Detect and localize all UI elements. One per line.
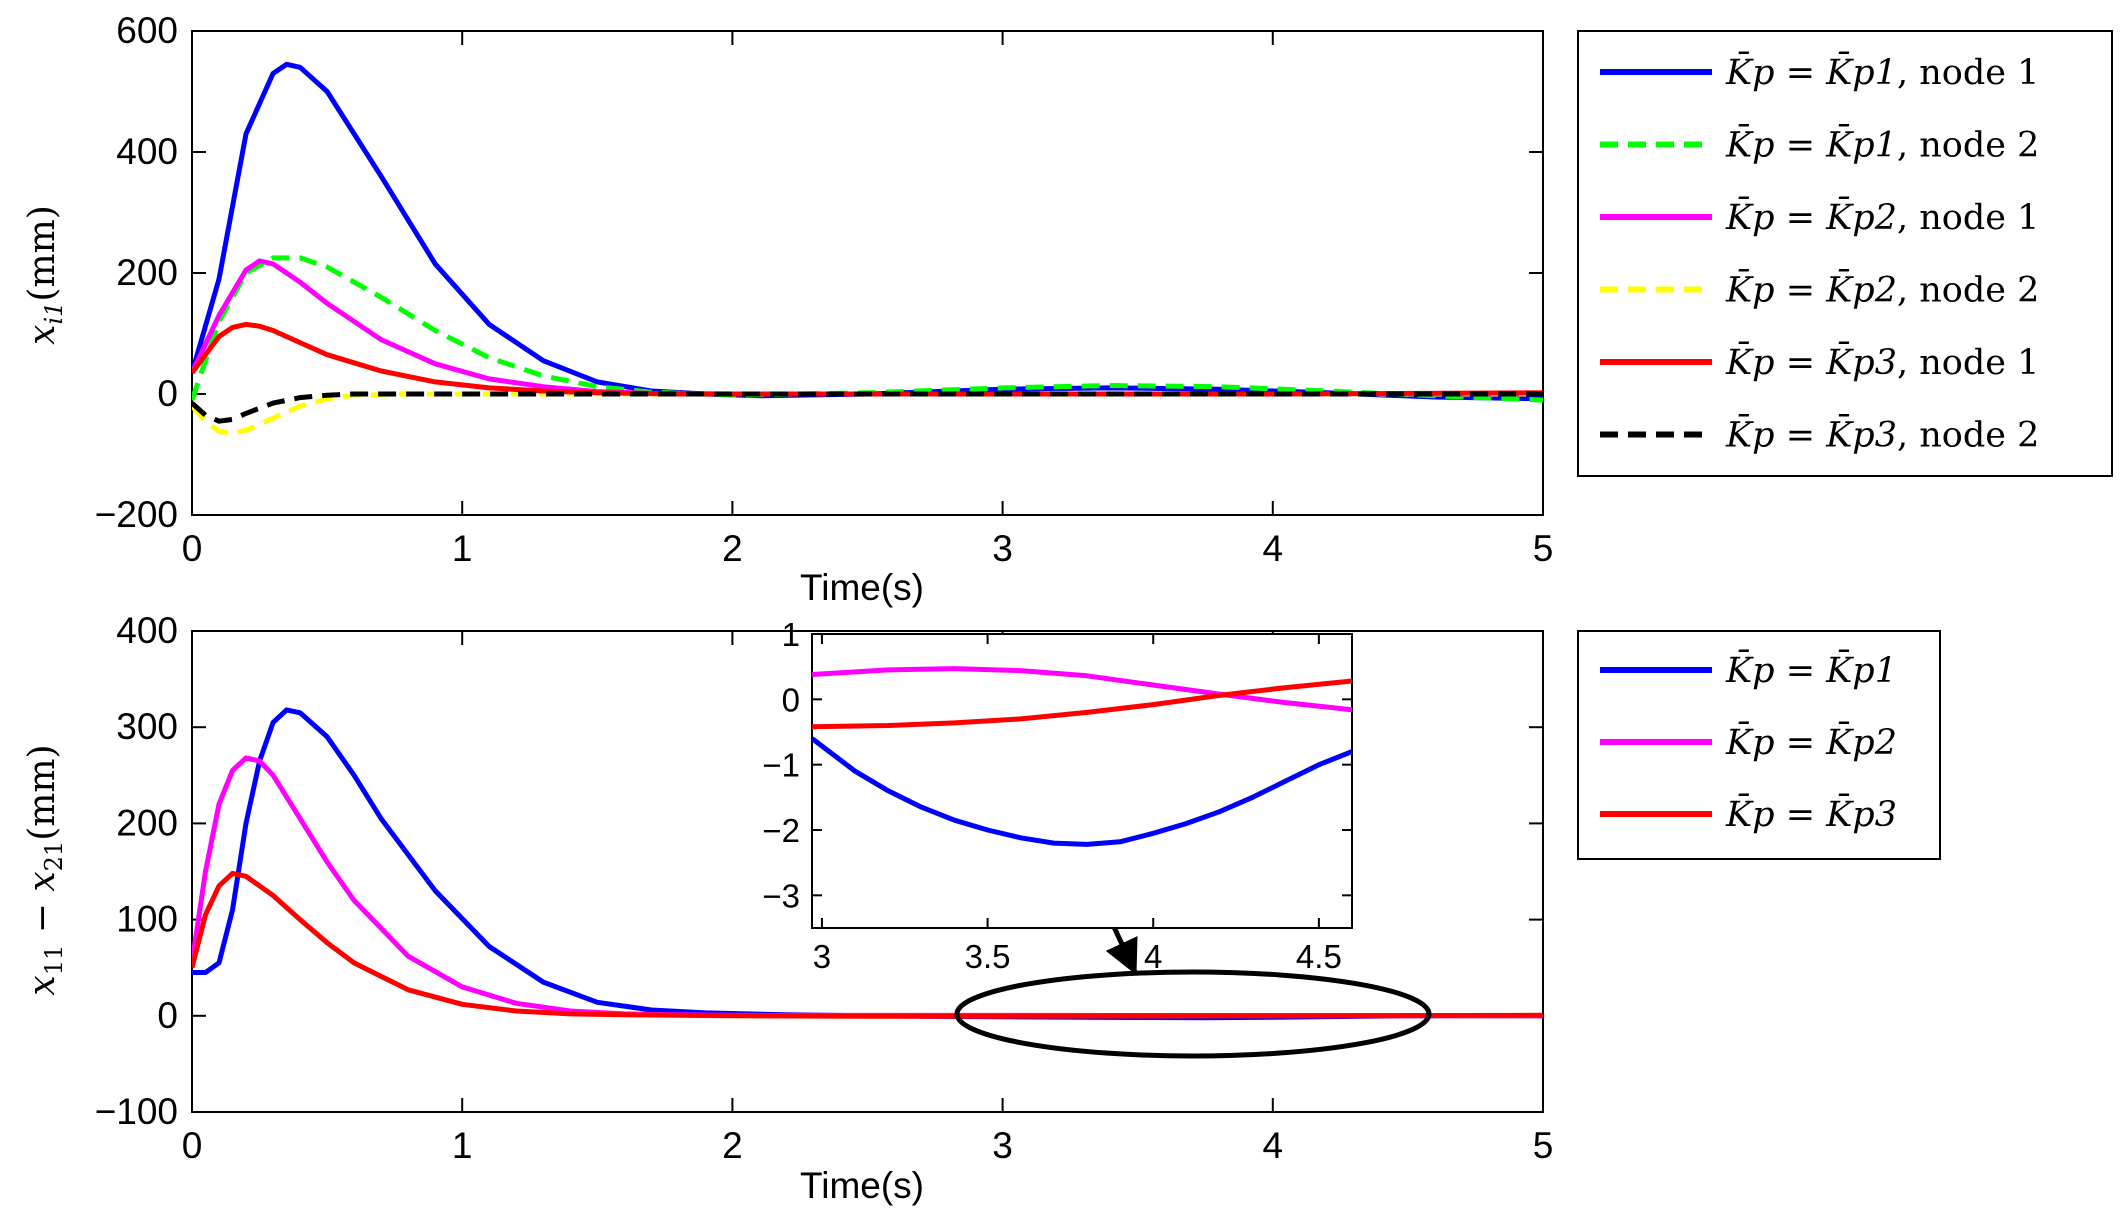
- bottom-series-line-3: [192, 870, 1543, 1019]
- bottom-y-axis-label: x11 − x21(mm): [22, 744, 68, 995]
- inset-y-tick-label: 0: [782, 681, 800, 718]
- top-x-tick-label: 1: [452, 528, 473, 569]
- bottom-x-tick-label: 5: [1533, 1125, 1554, 1166]
- top-y-axis-label: xi1(mm): [22, 205, 68, 345]
- bottom-legend-label: K̄p = K̄p1: [1725, 649, 1897, 691]
- inset-y-tick-label: 1: [782, 616, 800, 653]
- bottom-x-tick-label: 4: [1263, 1125, 1284, 1166]
- inset-x-tick-label: 4.5: [1296, 938, 1342, 975]
- top-legend: K̄p = K̄p1, node 1 K̄p = K̄p1, node 2 K̄p …: [1577, 30, 2113, 477]
- top-legend-label: K̄p = K̄p3, node 2: [1725, 413, 2039, 455]
- zoom-region-ellipse: [954, 969, 1432, 1059]
- top-x-tick-label: 3: [992, 528, 1013, 569]
- top-y-tick-label: 600: [116, 10, 178, 51]
- bottom-legend-entry: K̄p = K̄p2: [1600, 721, 1897, 763]
- bottom-legend-label: K̄p = K̄p2: [1725, 721, 1897, 763]
- bottom-x-tick-label: 3: [992, 1125, 1013, 1166]
- bottom-y-tick-label: 0: [157, 995, 178, 1036]
- top-y-tick-label: 0: [157, 373, 178, 414]
- inset-series-line-2: [812, 666, 1352, 713]
- top-legend-entry: K̄p = K̄p3, node 1: [1600, 341, 2039, 383]
- top-legend-entry: K̄p = K̄p2, node 2: [1600, 268, 2039, 311]
- bottom-x-tick-label: 2: [722, 1125, 743, 1166]
- inset-x-tick-label: 3.5: [965, 938, 1011, 975]
- top-legend-label: K̄p = K̄p3, node 1: [1725, 341, 2039, 383]
- bottom-y-tick-label: 100: [116, 899, 178, 940]
- top-legend-label: K̄p = K̄p1, node 1: [1725, 51, 2039, 93]
- bottom-legend-entry: K̄p = K̄p1: [1600, 649, 1897, 691]
- top-legend-entry: K̄p = K̄p1, node 2: [1600, 123, 2039, 166]
- top-plot-area: [191, 30, 1544, 516]
- bottom-legend-label: K̄p = K̄p3: [1725, 793, 1897, 835]
- top-x-tick-label: 0: [182, 528, 203, 569]
- bottom-legend-entry: K̄p = K̄p3: [1600, 793, 1897, 835]
- inset-y-tick-label: −3: [762, 877, 800, 914]
- top-legend-label: K̄p = K̄p1, node 2: [1725, 123, 2039, 165]
- top-legend-label: K̄p = K̄p2, node 1: [1725, 196, 2039, 238]
- inset-series-line-1: [812, 736, 1352, 847]
- top-legend-label: K̄p = K̄p2, node 2: [1725, 268, 2039, 310]
- inset-plot-area: [811, 633, 1353, 929]
- top-legend-entry: K̄p = K̄p1, node 1: [1600, 51, 2039, 93]
- top-series-line-4: [192, 391, 1543, 436]
- bottom-x-axis-label: Time(s): [800, 1165, 924, 1206]
- inset-chart: 3 3.5 4 4.5 1 0 −1 −2 −3: [762, 616, 1353, 975]
- inset-y-tick-label: −1: [762, 747, 800, 784]
- top-series-line-1: [192, 61, 1543, 402]
- bottom-y-tick-label: −100: [95, 1091, 178, 1132]
- inset-x-tick-label: 3: [813, 938, 831, 975]
- top-x-tick-label: 4: [1263, 528, 1284, 569]
- top-x-axis-label: Time(s): [800, 567, 924, 608]
- top-y-tick-label: −200: [95, 494, 178, 535]
- top-x-tick-label: 2: [722, 528, 743, 569]
- top-series-line-6: [192, 391, 1543, 424]
- top-series-line-2: [192, 255, 1543, 403]
- top-legend-entry: K̄p = K̄p2, node 1: [1600, 196, 2039, 238]
- top-legend-entry: K̄p = K̄p3, node 2: [1600, 413, 2039, 456]
- inset-x-tick-label: 4: [1144, 938, 1162, 975]
- top-legend-box: [1577, 30, 2113, 477]
- top-x-tick-label: 5: [1533, 528, 1554, 569]
- top-y-tick-label: 200: [116, 252, 178, 293]
- bottom-legend: K̄p = K̄p1 K̄p = K̄p2 K̄p = K̄p3: [1577, 630, 1941, 860]
- inset-series-line-3: [812, 678, 1352, 730]
- inset-y-tick-label: −2: [762, 812, 800, 849]
- bottom-x-tick-label: 0: [182, 1125, 203, 1166]
- bottom-x-tick-label: 1: [452, 1125, 473, 1166]
- bottom-y-tick-label: 200: [116, 802, 178, 843]
- bottom-y-tick-label: 300: [116, 706, 178, 747]
- bottom-y-tick-label: 400: [116, 610, 178, 651]
- top-y-tick-label: 400: [116, 131, 178, 172]
